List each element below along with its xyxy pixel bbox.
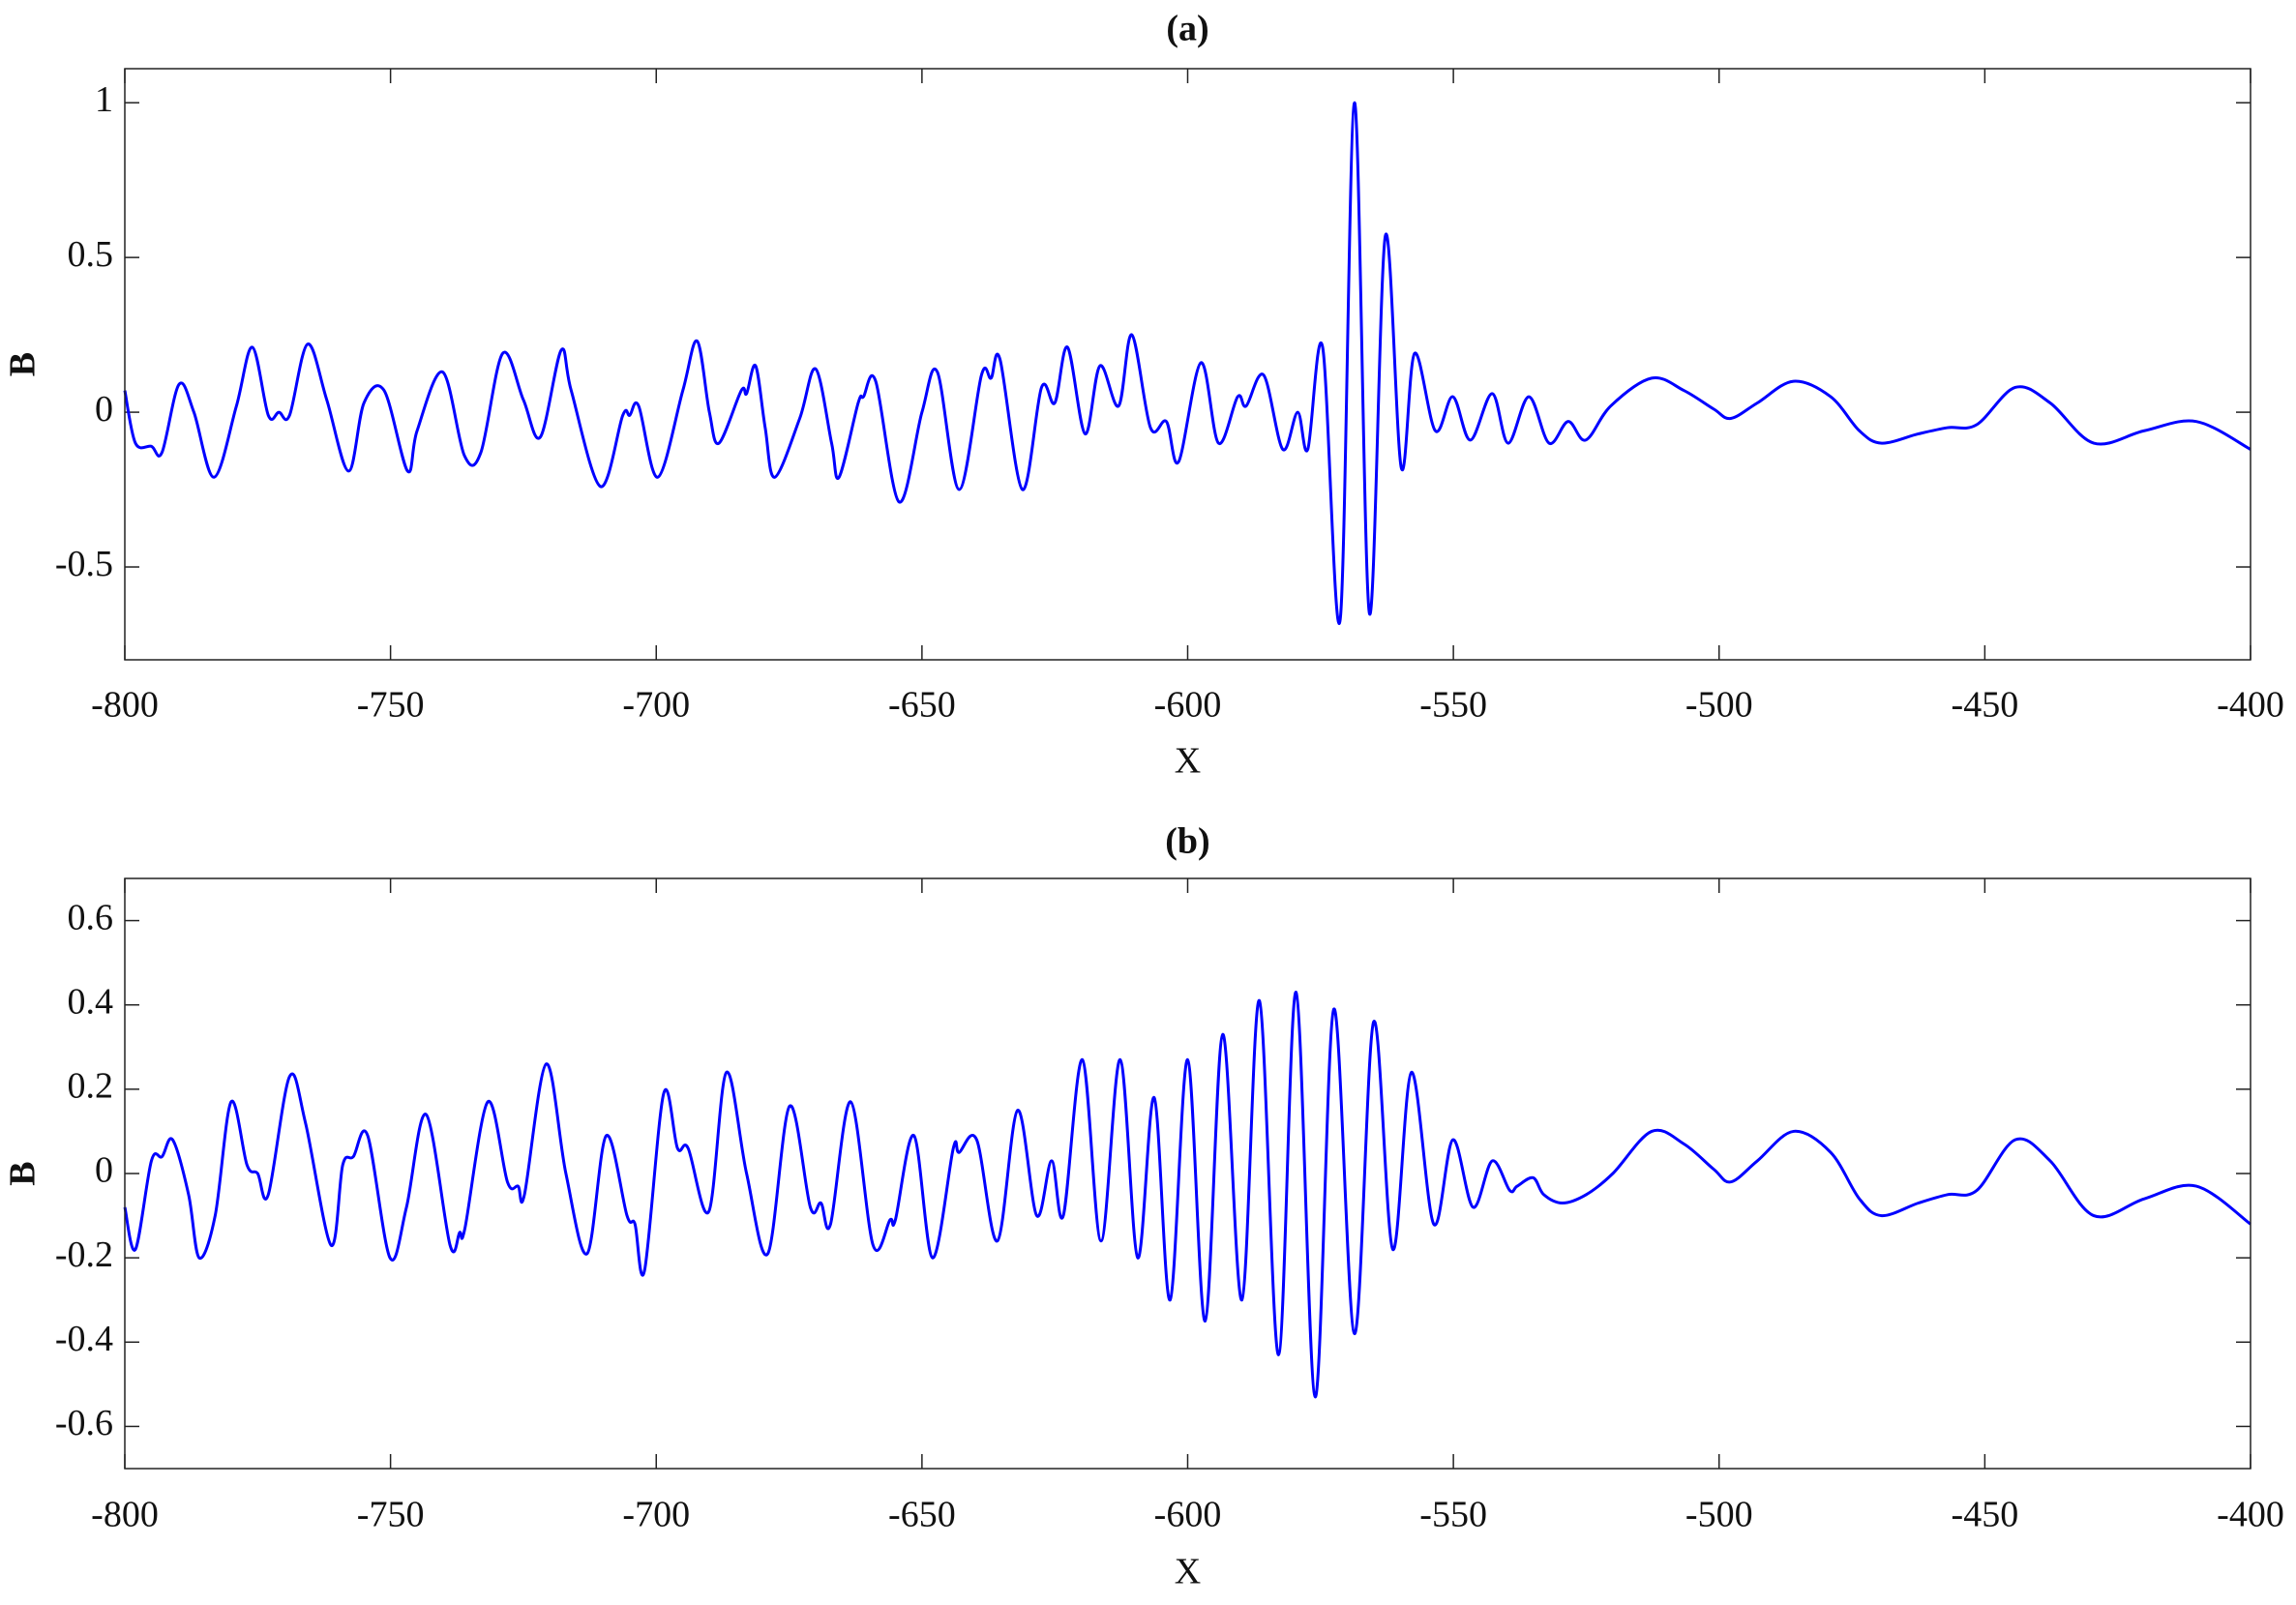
y-tick-label: 0.6 (68, 897, 114, 937)
y-tick-label: 0 (95, 389, 113, 430)
x-axis-label: X (1175, 1552, 1201, 1592)
x-tick-label: -400 (2217, 685, 2284, 726)
y-tick-label: -0.4 (55, 1319, 113, 1359)
chart-title: (a) (1166, 9, 1208, 49)
y-tick-label: 0.2 (68, 1066, 114, 1107)
x-tick-label: -600 (1154, 1495, 1222, 1535)
y-tick-label: 0.5 (68, 234, 114, 275)
x-tick-label: -450 (1952, 1495, 2019, 1535)
y-tick-label: 1 (95, 79, 113, 120)
x-tick-label: -800 (91, 1495, 159, 1535)
x-tick-label: -450 (1952, 685, 2019, 726)
x-tick-label: -700 (622, 685, 690, 726)
x-tick-label: -650 (888, 1495, 956, 1535)
x-tick-label: -600 (1154, 685, 1222, 726)
chart-title: (b) (1165, 821, 1209, 862)
x-tick-label: -550 (1419, 685, 1487, 726)
y-tick-label: 0.4 (68, 981, 114, 1022)
x-tick-label: -400 (2217, 1495, 2284, 1535)
data-line (123, 991, 2251, 1399)
x-tick-label: -800 (91, 685, 159, 726)
axes-box (124, 68, 2251, 661)
x-axis-label: X (1175, 741, 1201, 782)
y-tick-label: -0.6 (55, 1403, 113, 1443)
x-tick-label: -500 (1685, 1495, 1753, 1535)
y-axis-label: B (3, 352, 44, 376)
y-tick-label: -0.2 (55, 1234, 113, 1275)
y-tick-label: -0.5 (55, 544, 113, 584)
x-tick-label: -750 (357, 1495, 425, 1535)
data-line (123, 101, 2251, 625)
axes-box (124, 877, 2251, 1470)
x-tick-label: -750 (357, 685, 425, 726)
x-tick-label: -550 (1419, 1495, 1487, 1535)
x-tick-label: -500 (1685, 685, 1753, 726)
x-tick-label: -700 (622, 1495, 690, 1535)
x-tick-label: -650 (888, 685, 956, 726)
y-tick-label: 0 (95, 1150, 113, 1191)
y-axis-label: B (3, 1161, 44, 1185)
